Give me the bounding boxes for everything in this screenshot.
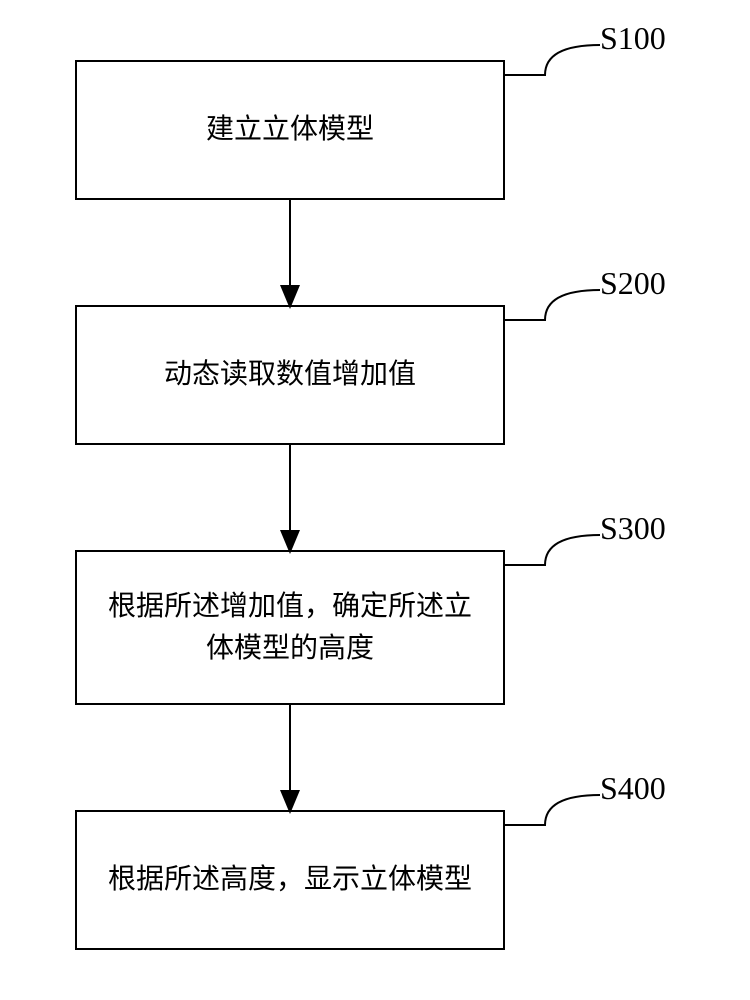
- label-connector-s200: [505, 290, 600, 320]
- label-connector-s300: [505, 535, 600, 565]
- step-label-text: S400: [600, 770, 666, 806]
- label-connector-s400: [505, 795, 600, 825]
- flow-node-s400: 根据所述高度，显示立体模型: [75, 810, 505, 950]
- step-label-s400: S400: [600, 770, 666, 807]
- flow-node-s200: 动态读取数值增加值: [75, 305, 505, 445]
- step-label-text: S300: [600, 510, 666, 546]
- step-label-text: S200: [600, 265, 666, 301]
- step-label-s100: S100: [600, 20, 666, 57]
- step-label-text: S100: [600, 20, 666, 56]
- flow-node-text: 根据所述增加值，确定所述立体模型的高度: [108, 586, 472, 670]
- flow-node-text: 动态读取数值增加值: [164, 354, 416, 396]
- step-label-s300: S300: [600, 510, 666, 547]
- flow-node-s100: 建立立体模型: [75, 60, 505, 200]
- flow-node-text: 建立立体模型: [206, 109, 374, 151]
- step-label-s200: S200: [600, 265, 666, 302]
- flow-node-s300: 根据所述增加值，确定所述立体模型的高度: [75, 550, 505, 705]
- flow-node-text: 根据所述高度，显示立体模型: [108, 859, 472, 901]
- label-connector-s100: [505, 45, 600, 75]
